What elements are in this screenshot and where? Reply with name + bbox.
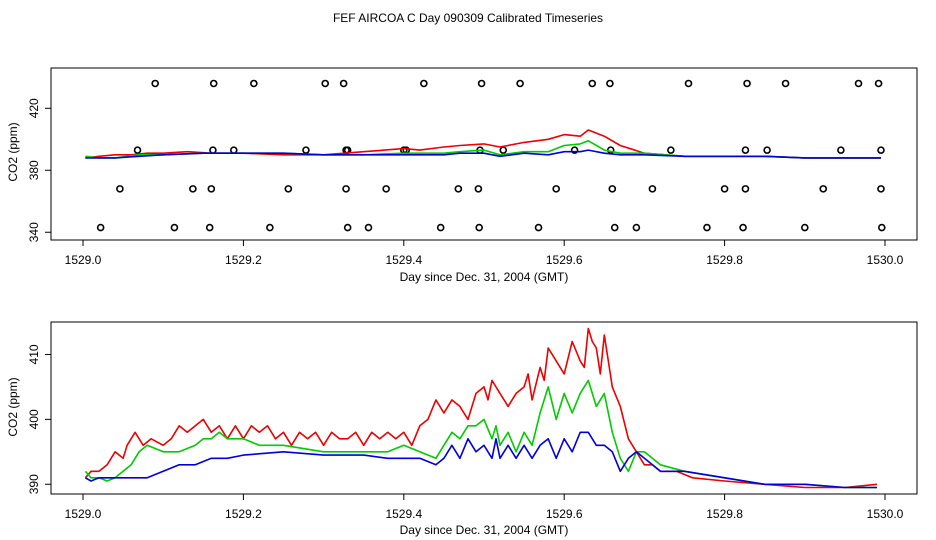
top-y-tick-label: 420	[27, 98, 41, 118]
calibration-point	[610, 223, 619, 232]
calibration-point	[516, 79, 524, 88]
calibration-point	[475, 223, 483, 232]
calibration-point	[189, 185, 197, 193]
bottom-y-tick-label: 410	[27, 344, 41, 364]
calibration-point	[302, 146, 310, 154]
calibration-point	[133, 146, 142, 154]
calibration-point	[205, 223, 214, 232]
top-panel: 1529.0 1529.2 1529.4 1529.6 1529.8 1530.0 340 3…	[6, 67, 918, 284]
top-series-lines	[85, 129, 881, 159]
top-y-tick-label: 380	[27, 160, 41, 180]
calibration-point	[229, 146, 238, 154]
top-series-blue	[85, 149, 881, 159]
calibration-point	[116, 185, 124, 193]
calibration-point	[800, 223, 809, 232]
calibration-point	[608, 185, 617, 193]
calibration-point	[588, 79, 597, 88]
calibration-point	[632, 223, 641, 232]
calibration-point	[667, 146, 675, 154]
bottom-x-tick-label: 1529.8	[706, 507, 743, 521]
calibration-point	[209, 79, 218, 88]
calibration-point	[874, 79, 883, 88]
bottom-x-tick-label: 1529.6	[546, 507, 583, 521]
calibration-point	[684, 79, 693, 88]
calibration-point	[741, 185, 750, 193]
calibration-point	[266, 223, 274, 232]
calibration-point	[151, 79, 159, 88]
bottom-series-lines	[84, 327, 878, 489]
calibration-point	[321, 79, 330, 88]
calibration-point	[364, 223, 373, 232]
top-axes: 1529.0 1529.2 1529.4 1529.6 1529.8 1530.0 340 3…	[27, 98, 904, 267]
calibration-point	[534, 223, 543, 232]
top-x-tick-label: 1529.4	[385, 253, 422, 267]
calibration-point	[743, 79, 751, 88]
chart-title: FEF AIRCOA C Day 090309 Calibrated Times…	[333, 11, 603, 25]
calibration-point	[720, 185, 729, 193]
top-calibration-points	[96, 79, 886, 232]
calibration-point	[339, 79, 348, 88]
bottom-series-blue	[85, 431, 877, 489]
calibration-point	[420, 79, 428, 88]
calibration-point	[474, 185, 483, 193]
calibration-point	[207, 185, 216, 193]
bottom-x-tick-label: 1529.0	[65, 507, 102, 521]
calibration-point	[648, 185, 657, 193]
calibration-point	[436, 223, 445, 232]
bottom-series-green	[84, 379, 877, 489]
top-x-tick-label: 1529.0	[65, 253, 102, 267]
bottom-y-tick-label: 400	[27, 409, 41, 429]
calibration-point	[96, 223, 105, 232]
calibration-point	[877, 146, 885, 154]
bottom-axes: 1529.0 1529.2 1529.4 1529.6 1529.8 1530.0 390 4…	[27, 344, 904, 521]
bottom-x-tick-label: 1529.2	[225, 507, 262, 521]
calibration-point	[552, 185, 560, 193]
bottom-x-axis-label: Day since Dec. 31, 2004 (GMT)	[400, 523, 569, 537]
calibration-point	[703, 223, 711, 232]
calibration-point	[382, 185, 390, 193]
calibration-point	[570, 146, 579, 154]
calibration-point	[343, 223, 352, 232]
calibration-point	[819, 185, 828, 193]
calibration-point	[877, 223, 886, 232]
top-x-axis-label: Day since Dec. 31, 2004 (GMT)	[400, 270, 569, 284]
bottom-y-tick-label: 390	[27, 474, 41, 494]
bottom-series-red	[84, 327, 878, 489]
calibration-point	[477, 79, 486, 88]
top-y-axis-label: CO2 (ppm)	[6, 122, 20, 181]
calibration-point	[284, 185, 293, 193]
bottom-x-tick-label: 1530.0	[867, 507, 904, 521]
calibration-point	[837, 146, 845, 154]
calibration-point	[499, 146, 508, 154]
top-x-tick-label: 1529.6	[546, 253, 583, 267]
top-x-tick-label: 1530.0	[867, 253, 904, 267]
bottom-y-axis-label: CO2 (ppm)	[6, 377, 20, 436]
top-x-tick-label: 1529.8	[706, 253, 743, 267]
calibration-point	[606, 79, 614, 88]
calibration-point	[781, 79, 790, 88]
calibration-point	[741, 146, 750, 154]
bottom-x-tick-label: 1529.4	[385, 507, 422, 521]
top-plot-frame	[50, 67, 918, 241]
bottom-plot-frame	[50, 321, 918, 495]
bottom-panel: 1529.0 1529.2 1529.4 1529.6 1529.8 1530.0 390 4…	[6, 321, 918, 537]
calibration-point	[342, 185, 350, 193]
calibration-point	[854, 79, 863, 88]
calibration-point	[739, 223, 747, 232]
calibration-point	[209, 146, 217, 154]
calibration-point	[250, 79, 258, 88]
top-x-tick-label: 1529.2	[225, 253, 262, 267]
calibration-point	[454, 185, 463, 193]
calibration-point	[877, 185, 885, 193]
calibration-point	[763, 146, 771, 154]
calibration-point	[170, 223, 179, 232]
top-y-tick-label: 340	[27, 222, 41, 242]
